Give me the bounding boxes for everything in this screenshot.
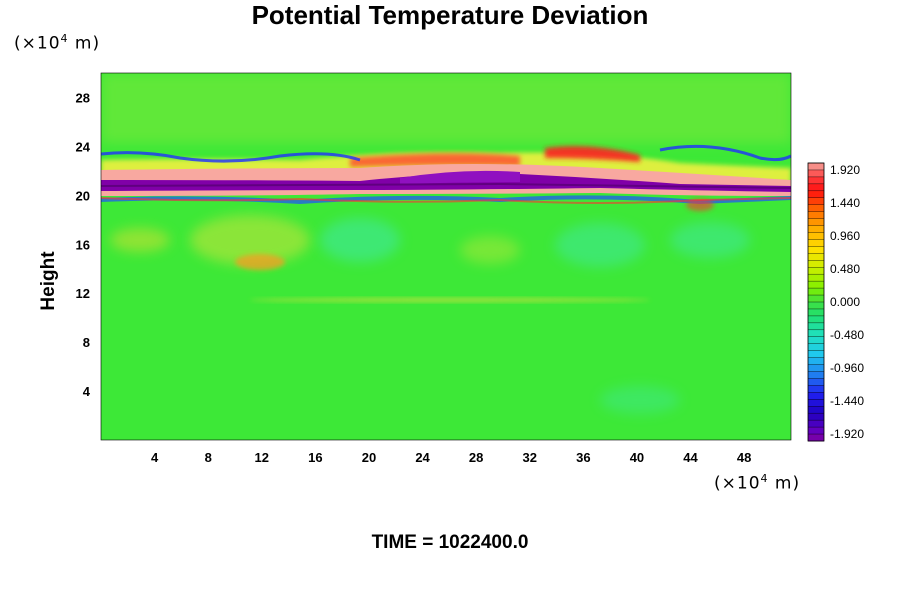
x-tick-label: 36	[576, 450, 590, 465]
x-tick-label: 4	[151, 450, 159, 465]
colorbar-segment	[808, 336, 824, 345]
colorbar-segment	[808, 295, 824, 303]
y-tick-label: 16	[76, 237, 90, 252]
x-axis-unit: (×104 m)	[714, 472, 801, 494]
colorbar-segment	[808, 246, 824, 254]
colorbar-segment	[808, 385, 824, 393]
colorbar-segment	[808, 371, 824, 379]
x-tick-label: 28	[469, 450, 483, 465]
colorbar-segment	[808, 274, 824, 282]
colorbar-tick-label: -0.480	[830, 328, 864, 342]
colorbar-segment	[808, 302, 824, 310]
x-tick-label: 40	[630, 450, 644, 465]
colorbar-segment	[808, 239, 824, 247]
x-tick-label: 20	[362, 450, 376, 465]
colorbar-segment	[808, 190, 824, 199]
x-tick-label: 24	[415, 450, 430, 465]
colorbar-segment	[808, 343, 824, 352]
colorbar-segment	[808, 225, 824, 233]
y-tick-label: 28	[76, 90, 90, 105]
y-tick-label: 4	[83, 384, 91, 399]
colorbar-segment	[808, 267, 824, 275]
colorbar-segment	[808, 392, 824, 400]
colorbar-segment	[808, 322, 824, 331]
colorbar-segment	[808, 413, 824, 421]
colorbar-tick-label: 1.920	[830, 163, 860, 177]
colorbar-tick-label: 0.960	[830, 229, 860, 243]
colorbar-segment	[808, 315, 824, 324]
colorbar-segment	[808, 364, 824, 372]
colorbar-segment	[808, 169, 824, 178]
colorbar-segment	[808, 281, 824, 289]
time-label: TIME = 1022400.0	[371, 532, 529, 553]
colorbar-segment	[808, 197, 824, 206]
colorbar-segment	[808, 434, 824, 442]
colorbar-segment	[808, 163, 824, 171]
colorbar-segment	[808, 183, 824, 192]
colorbar-segment	[808, 288, 824, 296]
colorbar-segment	[808, 308, 824, 317]
colorbar-segment	[808, 253, 824, 261]
colorbar-segment	[808, 378, 824, 386]
colorbar-segment	[808, 357, 824, 366]
x-tick-label: 44	[683, 450, 698, 465]
plot-frame	[100, 72, 792, 441]
x-tick-label: 32	[523, 450, 537, 465]
colorbar-tick-label: -0.960	[830, 361, 864, 375]
chart-title: Potential Temperature Deviation	[251, 0, 649, 30]
y-tick-label: 8	[83, 335, 90, 350]
heatmap-field	[101, 73, 791, 440]
colorbar-tick-label: -1.440	[830, 394, 864, 408]
colorbar-segment	[808, 232, 824, 240]
colorbar-segment	[808, 399, 824, 407]
colorbar-segment	[808, 211, 824, 220]
colorbar-segment	[808, 260, 824, 268]
x-tick-label: 48	[737, 450, 751, 465]
colorbar-segment	[808, 204, 824, 213]
colorbar-frame	[807, 162, 825, 442]
colorbar-tick-label: -1.920	[830, 427, 864, 441]
colorbar-tick-label: 1.440	[830, 196, 860, 210]
colorbar-segment	[808, 350, 824, 359]
y-tick-label: 24	[76, 139, 91, 154]
x-tick-label: 8	[205, 450, 212, 465]
colorbar-tick-label: 0.000	[830, 295, 860, 309]
colorbar-segment	[808, 427, 824, 435]
colorbar-segment	[808, 176, 824, 185]
x-tick-label: 16	[308, 450, 322, 465]
colorbar-segment	[808, 329, 824, 338]
colorbar-segment	[808, 218, 824, 227]
x-tick-label: 12	[255, 450, 269, 465]
y-tick-label: 12	[76, 286, 90, 301]
colorbar-tick-label: 0.480	[830, 262, 860, 276]
colorbar-segment	[808, 406, 824, 414]
colorbar-segment	[808, 420, 824, 428]
y-tick-label: 20	[76, 188, 90, 203]
y-axis-unit: (×104 m)	[14, 32, 101, 54]
